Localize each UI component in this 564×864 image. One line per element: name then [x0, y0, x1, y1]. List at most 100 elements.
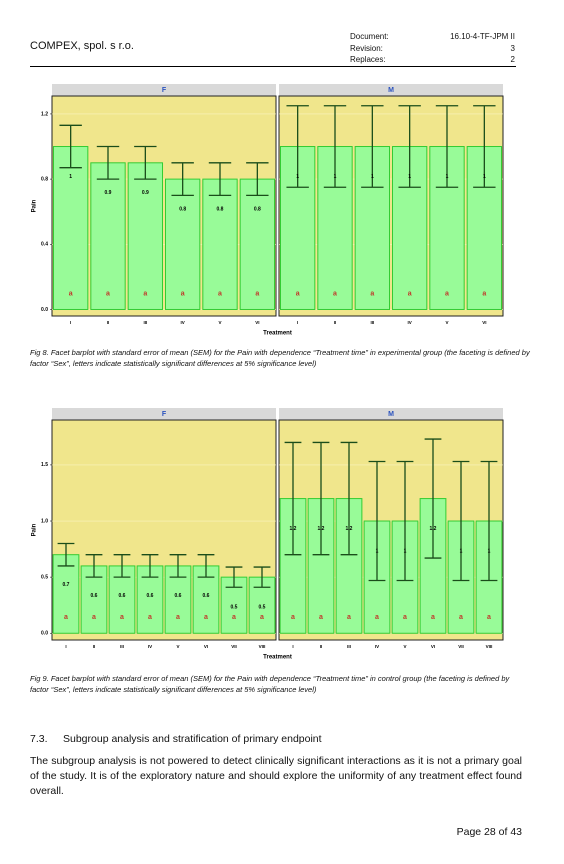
x-tick-label: IV	[375, 644, 379, 649]
y-tick-label: 1.5	[41, 462, 48, 468]
value-label: 1	[408, 174, 411, 180]
section-number: 7.3.	[30, 733, 48, 745]
x-tick-label: VI	[255, 320, 259, 325]
x-tick-label: VI	[431, 644, 435, 649]
value-label: 1	[460, 548, 463, 554]
value-label: 1	[404, 548, 407, 554]
field-label: Replaces:	[350, 55, 386, 64]
significance-letter: a	[232, 614, 236, 621]
value-label: 0.6	[175, 593, 182, 599]
value-label: 1	[488, 548, 491, 554]
facet-label: M	[388, 87, 394, 94]
x-tick-label: II	[334, 320, 337, 325]
panel	[51, 95, 277, 317]
significance-letter: a	[260, 614, 264, 621]
x-tick-label: I	[292, 644, 293, 649]
value-label: 1	[446, 174, 449, 180]
x-tick-label: VIII	[486, 644, 493, 649]
x-axis-label: Treatment	[263, 655, 292, 661]
caption: Fig 8. Facet barplot with standard error…	[30, 348, 530, 368]
x-tick-label: VII	[458, 644, 464, 649]
panel	[278, 95, 504, 317]
y-tick-label: 1.2	[41, 111, 48, 117]
significance-letter: a	[347, 614, 351, 621]
chart: F 1 a I 0.9 a II 0.9 a III 0.8 a IV 0.8 a V 0.8 a VI M 1 a I 1 a…	[32, 84, 504, 337]
x-tick-label: I	[70, 320, 71, 325]
strip	[279, 408, 503, 420]
significance-letter: a	[148, 614, 152, 621]
bar	[52, 554, 80, 634]
significance-letter: a	[291, 614, 295, 621]
value-label: 0.5	[259, 604, 266, 610]
significance-letter: a	[204, 614, 208, 621]
significance-letter: a	[143, 290, 147, 297]
value-label: 0.5	[231, 604, 238, 610]
significance-letter: a	[375, 614, 379, 621]
x-tick-label: III	[370, 320, 374, 325]
x-tick-label: III	[120, 644, 124, 649]
significance-letter: a	[92, 614, 96, 621]
x-tick-label: VIII	[259, 644, 266, 649]
strip	[52, 84, 276, 96]
x-tick-label: V	[445, 320, 448, 325]
significance-letter: a	[431, 614, 435, 621]
x-tick-label: IV	[181, 320, 185, 325]
strip	[52, 408, 276, 420]
paragraph: The subgroup analysis is not powered to …	[30, 755, 522, 797]
bar	[90, 162, 126, 310]
significance-letter: a	[106, 290, 110, 297]
x-tick-label: II	[107, 320, 110, 325]
facet-label: F	[162, 87, 167, 94]
significance-letter: a	[255, 290, 259, 297]
facet-label: F	[162, 411, 167, 418]
field-label: Revision:	[350, 44, 383, 53]
x-tick-label: I	[65, 644, 66, 649]
strip	[279, 84, 503, 96]
value-label: 1.2	[290, 526, 297, 532]
value-label: 1	[483, 174, 486, 180]
significance-letter: a	[408, 290, 412, 297]
x-tick-label: VII	[231, 644, 237, 649]
y-tick-label: 0.8	[41, 176, 48, 182]
value-label: 0.6	[147, 593, 154, 599]
value-label: 1.2	[430, 526, 437, 532]
significance-letter: a	[120, 614, 124, 621]
x-tick-label: II	[93, 644, 96, 649]
value-label: 0.8	[217, 206, 224, 212]
x-tick-label: VI	[204, 644, 208, 649]
bar	[239, 178, 276, 310]
facet-label: M	[388, 411, 394, 418]
value-label: 1.2	[346, 526, 353, 532]
value-label: 0.9	[142, 190, 149, 196]
y-tick-label: 0.5	[41, 574, 48, 580]
value-label: 0.9	[105, 190, 112, 196]
section-title: Subgroup analysis and stratification of …	[63, 733, 322, 745]
x-tick-label: VI	[482, 320, 486, 325]
significance-letter: a	[370, 290, 374, 297]
field-value: 16.10-4-TF-JPM II	[450, 32, 515, 41]
significance-letter: a	[64, 614, 68, 621]
x-tick-label: II	[320, 644, 323, 649]
significance-letter: a	[403, 614, 407, 621]
significance-letter: a	[445, 290, 449, 297]
significance-letter: a	[218, 290, 222, 297]
y-axis-label: Pain	[32, 523, 38, 536]
value-label: 1	[296, 174, 299, 180]
value-label: 0.6	[91, 593, 98, 599]
significance-letter: a	[176, 614, 180, 621]
x-tick-label: V	[218, 320, 221, 325]
y-tick-label: 0.0	[41, 307, 48, 313]
value-label: 0.7	[63, 582, 70, 588]
x-tick-label: IV	[408, 320, 412, 325]
chart: F0.7aI0.6aII0.6aIII0.6aIV0.6aV0.6aVI0.5a…	[32, 408, 504, 661]
value-label: 0.6	[203, 593, 210, 599]
caption: Fig 9. Facet barplot with standard error…	[30, 674, 510, 694]
significance-letter: a	[459, 614, 463, 621]
significance-letter: a	[482, 290, 486, 297]
x-tick-label: IV	[148, 644, 152, 649]
page-number: Page 28 of 43	[456, 826, 522, 838]
significance-letter: a	[181, 290, 185, 297]
field-value: 2	[510, 55, 515, 64]
y-axis-label: Pain	[32, 199, 38, 212]
value-label: 0.8	[254, 206, 261, 212]
